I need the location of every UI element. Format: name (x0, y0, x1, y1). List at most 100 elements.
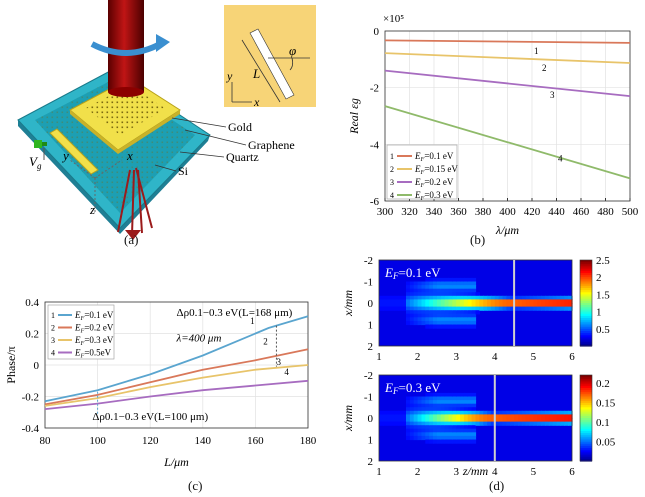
heatmap-cell (529, 306, 534, 311)
colorbar-segment (580, 379, 592, 383)
heatmap-cell (518, 414, 523, 419)
colorbar-segment (580, 439, 592, 443)
heatmap-cell (467, 303, 473, 308)
heatmap-cell (510, 414, 515, 419)
heatmap-cell (463, 425, 469, 430)
heatmap-cell (429, 435, 434, 441)
colorbar-segment (580, 288, 592, 291)
tick-label-x: 380 (475, 206, 492, 218)
colorbar-frame (579, 259, 593, 347)
heatmap-cell (514, 299, 519, 304)
heatmap-cell (444, 299, 450, 304)
heatmap-cell (506, 303, 511, 308)
heatmap-cell (421, 418, 426, 423)
heatmap-cell (452, 285, 457, 290)
heatmap-cell (413, 313, 419, 318)
heatmap-cell (421, 435, 426, 441)
heatmap-cell (463, 403, 469, 408)
heatmap-cell (521, 410, 527, 415)
heatmap-cell (433, 317, 438, 322)
heatmap-cell (456, 392, 461, 398)
tick-label-x: 420 (524, 206, 541, 218)
heatmap-cell (487, 303, 492, 308)
colorbar-frame (579, 374, 593, 462)
heatmap-cell (382, 414, 388, 419)
heatmap-cell (452, 435, 457, 441)
heatmap-cell (548, 299, 554, 304)
heatmap-cell (421, 410, 426, 415)
heatmap-cell (518, 421, 523, 426)
heatmap-cell (433, 403, 438, 408)
colorbar-segment (580, 456, 592, 460)
heatmap-cell (429, 425, 434, 430)
heatmap-cell (409, 435, 415, 441)
heatmap-cell (413, 292, 419, 297)
heatmap-cell (467, 310, 473, 315)
heatmap-cell (436, 400, 442, 405)
y-axis-label: Phase/π (4, 346, 18, 383)
heatmap-cell (409, 295, 415, 300)
heatmap-cell (521, 303, 527, 308)
heatmap-cell (409, 432, 415, 437)
axis-z-label: z (89, 202, 95, 217)
heatmap-cell (436, 403, 442, 408)
heatmap-cell (564, 410, 569, 415)
tick-label-y: 2 (368, 341, 374, 353)
heatmap-cell (386, 306, 392, 311)
output-arrowhead (125, 230, 141, 240)
chart-b-real-permittivity: 300 320 340 360 380 400 420 440 460 480 500 0 -2 -4 -6… (347, 13, 639, 237)
heatmap-cell (425, 421, 430, 426)
heatmap-cell (413, 288, 419, 293)
heatmap-cell (433, 414, 438, 419)
heatmap-cell (429, 317, 434, 322)
heatmap-cell (460, 435, 465, 441)
heatmap-cell (406, 418, 411, 423)
heatmap-cell (444, 428, 450, 433)
heatmap-cell (471, 439, 477, 444)
heatmap-cell (425, 407, 430, 412)
vg-source-side (42, 142, 47, 146)
heatmap-cell (425, 414, 430, 419)
heatmap-cell (456, 421, 461, 426)
heatmap-cell (467, 320, 473, 326)
heatmap-cell (467, 277, 473, 283)
heatmap-cell (448, 396, 453, 401)
heatmap-cell (425, 277, 430, 283)
tick-label-x: 3 (453, 466, 459, 477)
heatmap-cell (444, 277, 450, 283)
heatmap-cell (475, 303, 480, 308)
heatmap-cell (483, 299, 488, 304)
heatmap-cell (413, 310, 419, 315)
heatmap-cell (463, 435, 469, 441)
heatmap-cell (460, 277, 465, 283)
heatmap-cell (386, 410, 392, 415)
heatmap-cell (433, 396, 438, 401)
heatmap-cell (463, 418, 469, 423)
heatmap-cell (483, 418, 488, 423)
heatmap-cell (448, 400, 453, 405)
heatmap-cell (429, 396, 434, 401)
colorbar-segment (580, 343, 592, 347)
heatmap-cell (382, 303, 388, 308)
heatmap-cell (379, 303, 384, 308)
heatmap-cell (541, 418, 546, 423)
heatmap-cell (425, 324, 430, 329)
heatmap-cell (452, 277, 457, 283)
heatmap-cell (463, 299, 469, 304)
heatmap-cell (444, 421, 450, 426)
heatmap-cell (452, 414, 457, 419)
heatmap-cell (409, 281, 415, 286)
heatmap-cell (460, 317, 465, 322)
heatmap-cell (406, 310, 411, 315)
heatmap-cell (436, 324, 442, 329)
heatmap-cell (467, 288, 473, 293)
heatmap-cell (494, 306, 500, 311)
heatmap-cell (521, 306, 527, 311)
heatmap-cell (425, 310, 430, 315)
tick-label-x: 1 (376, 466, 382, 477)
heatmap-cell (448, 439, 453, 444)
heatmap-cell (402, 306, 407, 311)
heatmap-cell (436, 418, 442, 423)
heatmap-cell (421, 313, 426, 318)
heatmap-cell (452, 403, 457, 408)
